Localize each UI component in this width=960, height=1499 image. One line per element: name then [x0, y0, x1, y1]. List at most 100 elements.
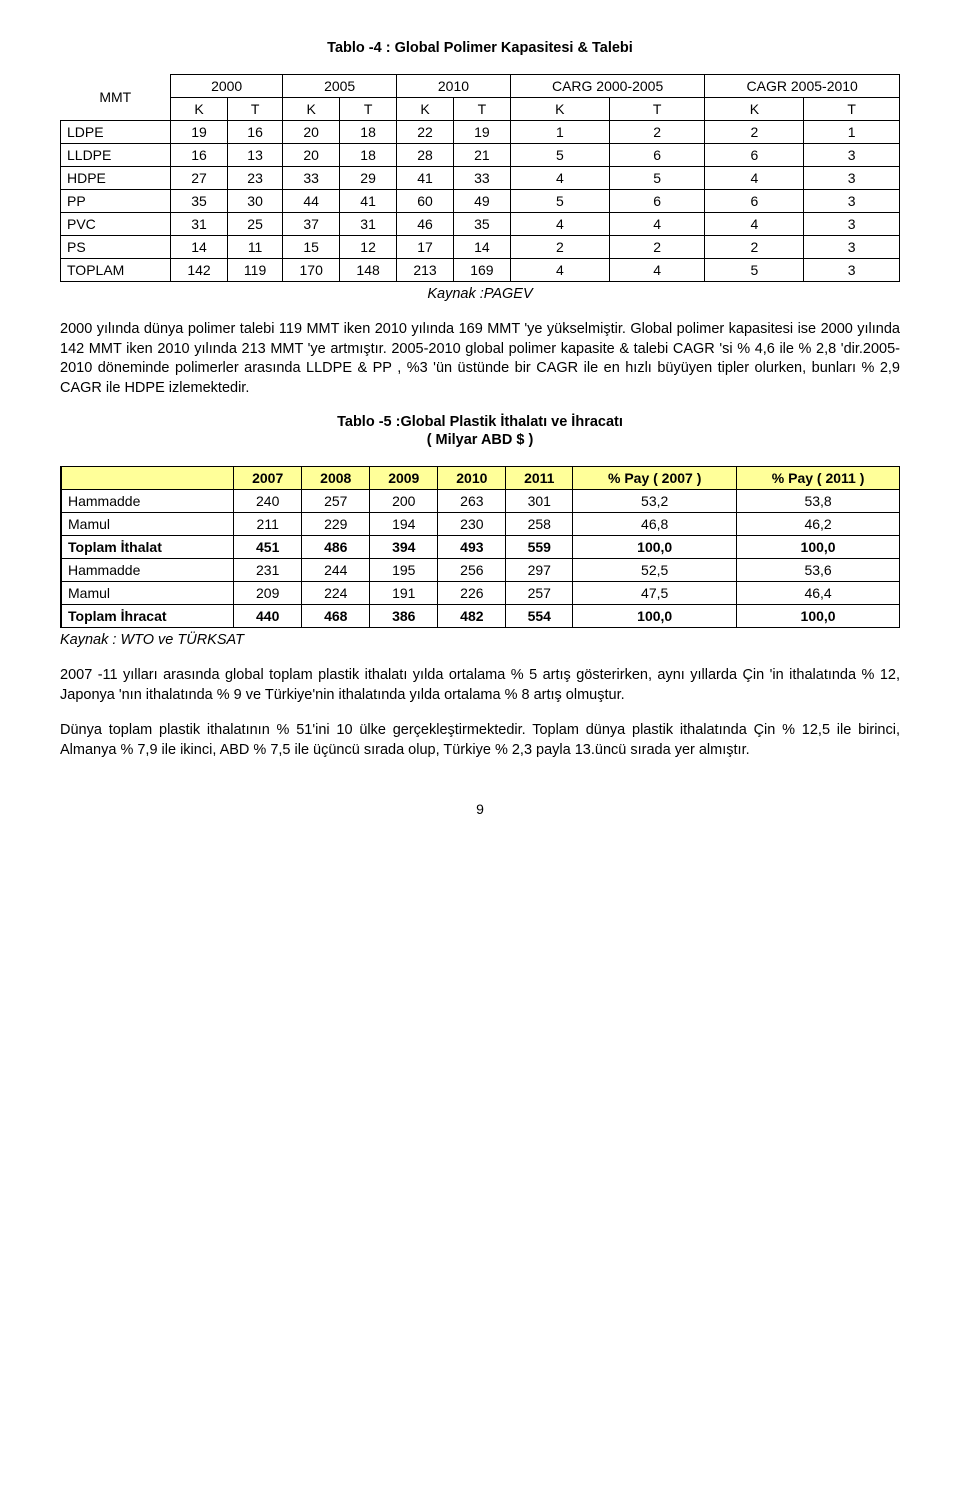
table4-cell: 35 [453, 213, 510, 236]
table5-cell: 100,0 [573, 605, 737, 628]
table4-cell: 4 [705, 213, 804, 236]
table4-cell: 22 [397, 121, 454, 144]
table4-cell: 6 [705, 190, 804, 213]
table4-cell: 4 [510, 259, 609, 282]
table4-cell: 41 [340, 190, 397, 213]
table4-cell: 6 [705, 144, 804, 167]
table5-cell: 554 [506, 605, 573, 628]
table5-cell: 100,0 [737, 605, 900, 628]
table4-cell: 27 [171, 167, 228, 190]
table4-cell: 142 [171, 259, 228, 282]
table5-cell: 100,0 [573, 536, 737, 559]
table5-cell: 200 [370, 490, 438, 513]
table4-cell: 6 [609, 144, 705, 167]
table5-row-label: Toplam İthalat [61, 536, 234, 559]
table5-cell: 52,5 [573, 559, 737, 582]
table4-cell: 5 [510, 190, 609, 213]
table4-cell: 4 [510, 167, 609, 190]
table4-cell: 15 [283, 236, 340, 259]
table5-cell: 493 [438, 536, 506, 559]
table4-cell: 49 [453, 190, 510, 213]
table5-cell: 240 [234, 490, 302, 513]
table4-cell: 6 [609, 190, 705, 213]
table4-row-label: PP [61, 190, 171, 213]
table4-cell: 4 [510, 213, 609, 236]
table5-cell: 229 [302, 513, 370, 536]
table5-cell: 53,8 [737, 490, 900, 513]
table5-cell: 440 [234, 605, 302, 628]
table5-cell: 468 [302, 605, 370, 628]
table5-cell: 256 [438, 559, 506, 582]
table4-cell: 25 [227, 213, 282, 236]
table4-cell: 1 [804, 121, 900, 144]
table4-sub-6: K [510, 98, 609, 121]
table4-cell: 19 [453, 121, 510, 144]
table5-cell: 230 [438, 513, 506, 536]
table5-cell: 53,6 [737, 559, 900, 582]
table4-cell: 46 [397, 213, 454, 236]
table-row: Hammadde24025720026330153,253,8 [61, 490, 900, 513]
table-row: LDPE1916201822191221 [61, 121, 900, 144]
table-row: TOPLAM1421191701482131694453 [61, 259, 900, 282]
table4-cell: 3 [804, 236, 900, 259]
table5-cell: 46,4 [737, 582, 900, 605]
table4-row-label: HDPE [61, 167, 171, 190]
table4-group-2: 2010 [397, 75, 511, 98]
table5-cell: 191 [370, 582, 438, 605]
table4-group-0: 2000 [171, 75, 283, 98]
table5-cell: 394 [370, 536, 438, 559]
table5-cell: 244 [302, 559, 370, 582]
table4-cell: 3 [804, 190, 900, 213]
table4-mmt-header: MMT [61, 75, 171, 121]
table5-cell: 559 [506, 536, 573, 559]
table4-row-label: PVC [61, 213, 171, 236]
table5-h-7: % Pay ( 2011 ) [737, 467, 900, 490]
table5-title-line1: Tablo -5 :Global Plastik İthalatı ve İhr… [60, 414, 900, 430]
table5-cell: 386 [370, 605, 438, 628]
table5-cell: 47,5 [573, 582, 737, 605]
table4-cell: 17 [397, 236, 454, 259]
table5-cell: 297 [506, 559, 573, 582]
table5-cell: 195 [370, 559, 438, 582]
table5-cell: 301 [506, 490, 573, 513]
table4-cell: 5 [609, 167, 705, 190]
table4-cell: 3 [804, 213, 900, 236]
table-row: Toplam İthalat451486394493559100,0100,0 [61, 536, 900, 559]
table4-header-row-2: K T K T K T K T K T [61, 98, 900, 121]
table4-cell: 18 [340, 121, 397, 144]
table5-cell: 100,0 [737, 536, 900, 559]
table-row: PVC3125373146354443 [61, 213, 900, 236]
table-row: PP3530444160495663 [61, 190, 900, 213]
table5-cell: 211 [234, 513, 302, 536]
table4-group-1: 2005 [283, 75, 397, 98]
paragraph-3: Dünya toplam plastik ithalatının % 51'in… [60, 721, 900, 760]
table4-cell: 5 [705, 259, 804, 282]
table4-cell: 4 [609, 259, 705, 282]
table4-row-label: PS [61, 236, 171, 259]
table-row: PS1411151217142223 [61, 236, 900, 259]
table4-cell: 21 [453, 144, 510, 167]
table5-cell: 46,2 [737, 513, 900, 536]
table5-cell: 231 [234, 559, 302, 582]
table5-cell: 486 [302, 536, 370, 559]
table4-cell: 20 [283, 121, 340, 144]
table4-cell: 5 [510, 144, 609, 167]
table-row: Mamul20922419122625747,546,4 [61, 582, 900, 605]
table-row: Toplam İhracat440468386482554100,0100,0 [61, 605, 900, 628]
table4-sub-3: T [340, 98, 397, 121]
table5-row-label: Mamul [61, 582, 234, 605]
table4-cell: 119 [227, 259, 282, 282]
table4-title: Tablo -4 : Global Polimer Kapasitesi & T… [60, 40, 900, 56]
table5-source: Kaynak : WTO ve TÜRKSAT [60, 632, 900, 648]
table4-sub-7: T [609, 98, 705, 121]
table4-cell: 60 [397, 190, 454, 213]
table4-cell: 2 [705, 121, 804, 144]
table5-row-label: Hammadde [61, 559, 234, 582]
table4-cell: 19 [171, 121, 228, 144]
table4-group-4: CAGR 2005-2010 [705, 75, 900, 98]
table4-header-row-1: MMT 2000 2005 2010 CARG 2000-2005 CAGR 2… [61, 75, 900, 98]
table4-cell: 1 [510, 121, 609, 144]
table4-cell: 20 [283, 144, 340, 167]
table4-cell: 3 [804, 259, 900, 282]
table5-h-6: % Pay ( 2007 ) [573, 467, 737, 490]
